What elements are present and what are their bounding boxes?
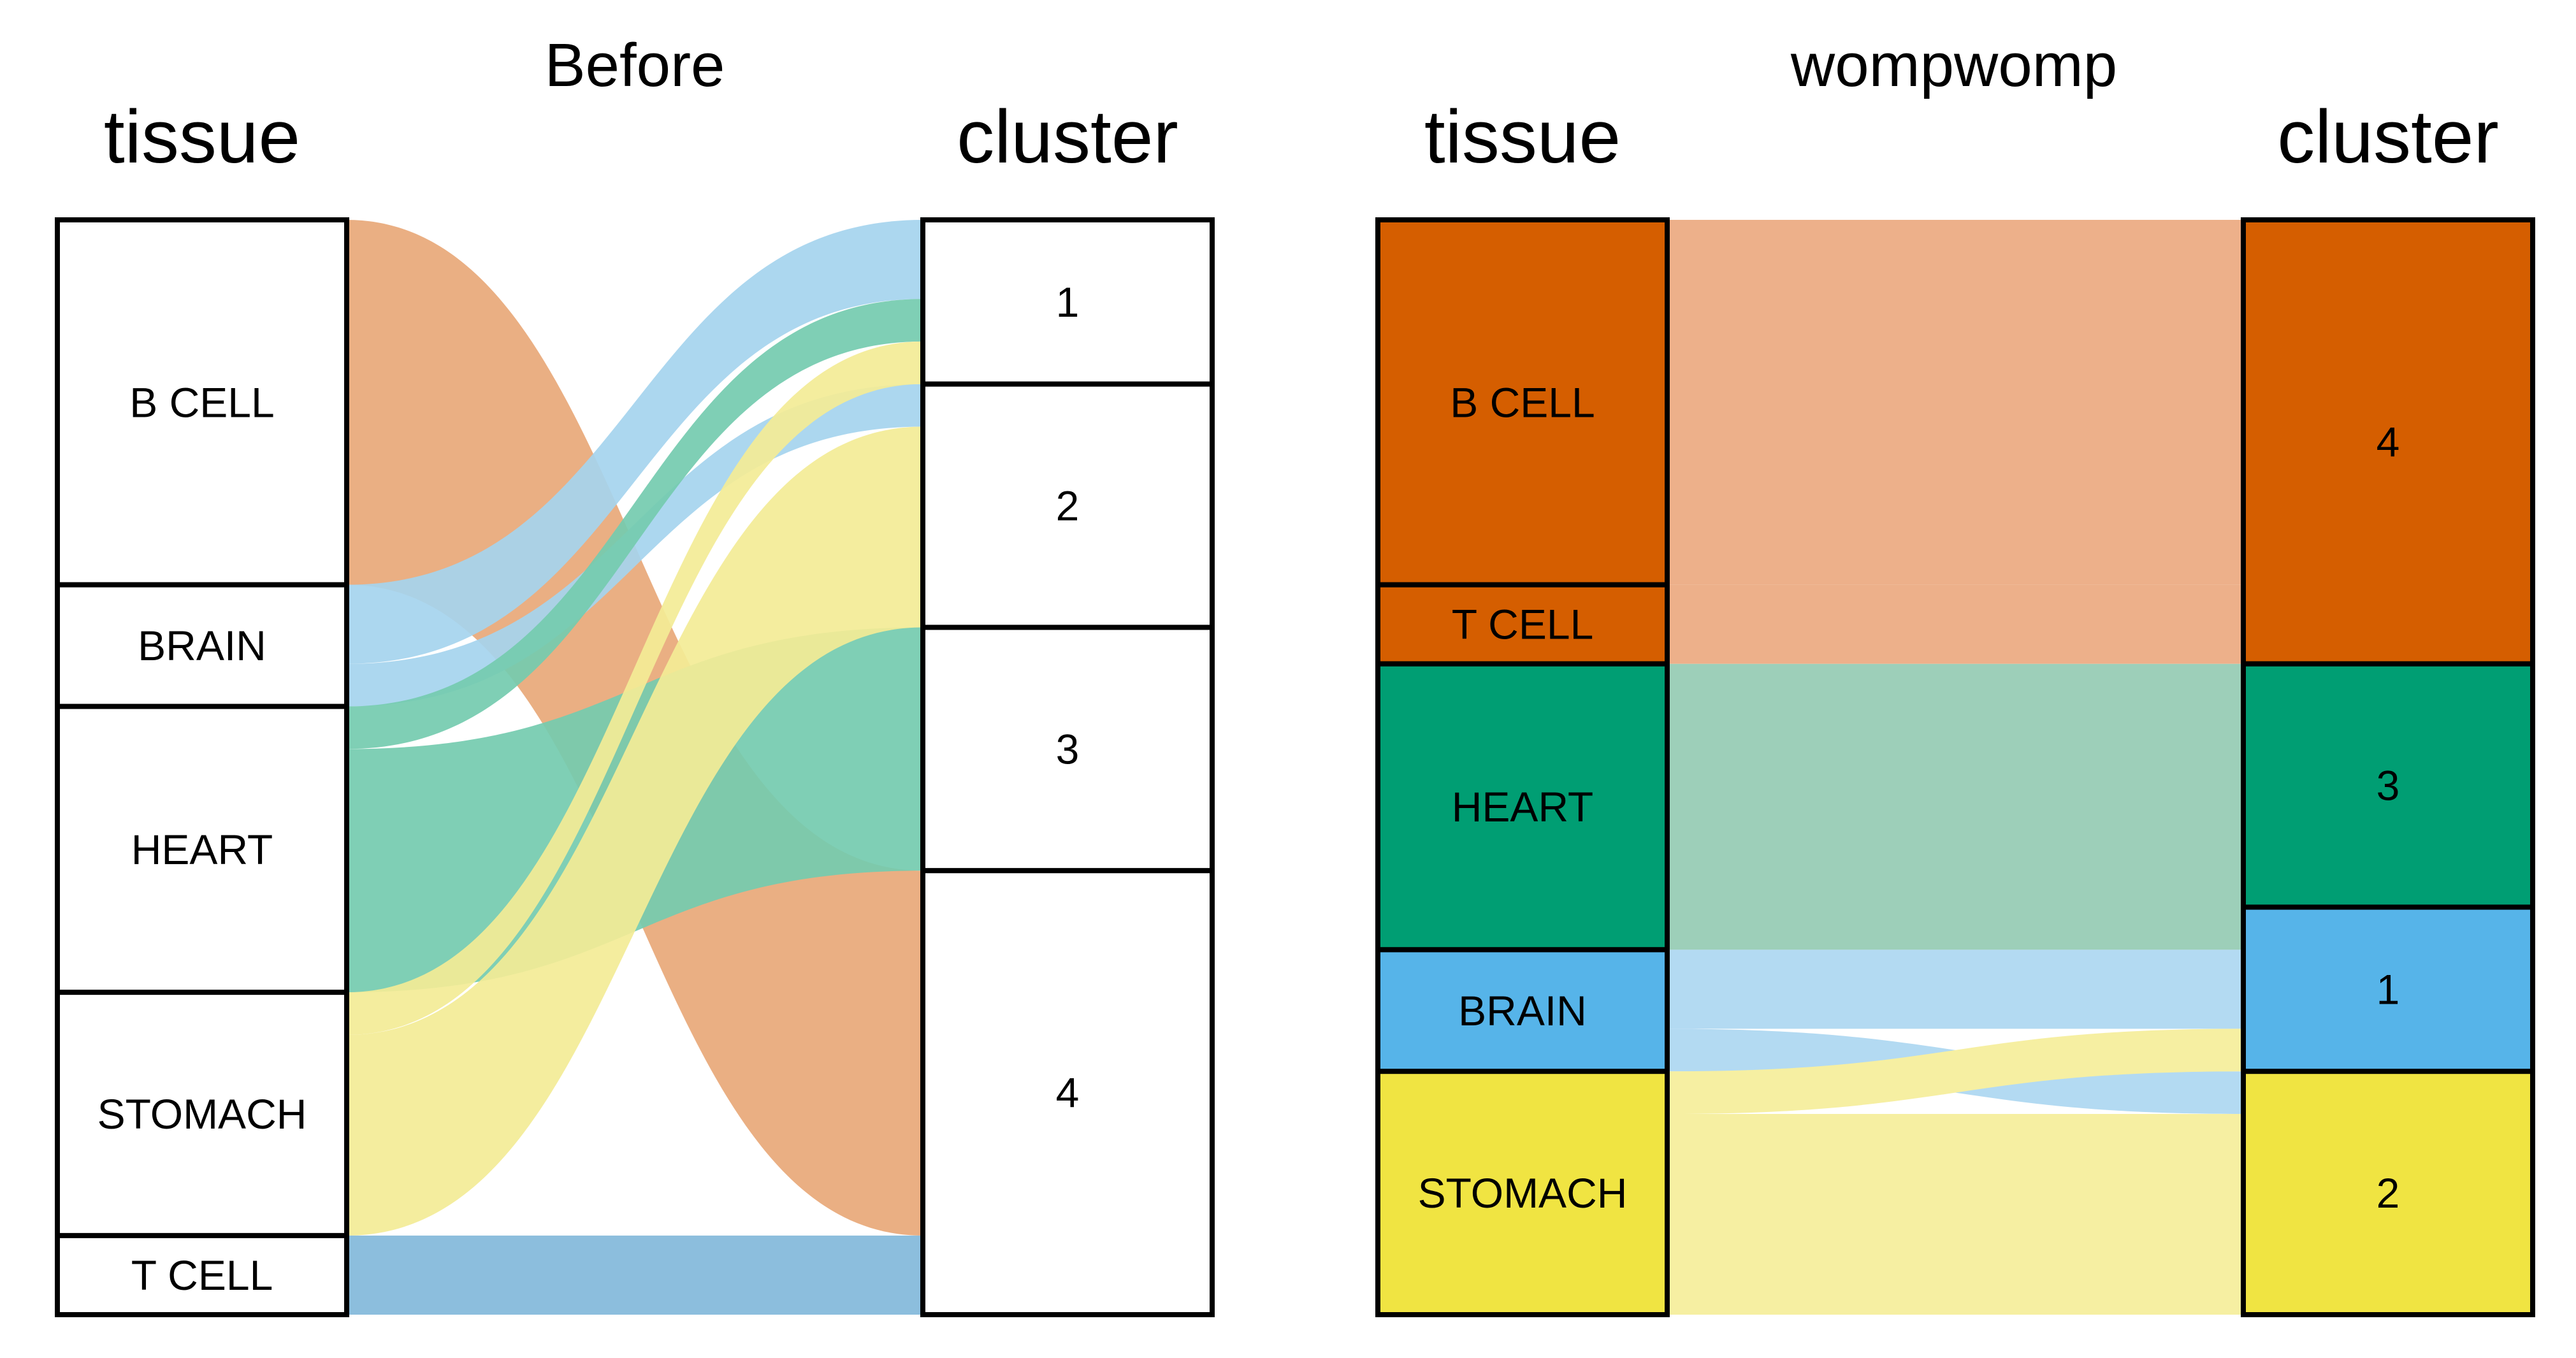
left-node-stomach (1375, 1069, 1670, 1317)
panel-title: wompwomp (1790, 31, 2117, 99)
sankey-panel-before: B CELL BRAIN HEART STOMACH T CELL 1 2 3 4 Before t… (55, 31, 1215, 1318)
left-axis-label: tissue (104, 95, 300, 179)
right-node-1 (920, 217, 1215, 387)
right-node-2 (2241, 1069, 2535, 1317)
left-node-t-cell (55, 1232, 349, 1318)
right-node-4 (920, 868, 1215, 1318)
right-node-3 (2241, 661, 2535, 910)
left-node-t-cell (1375, 582, 1670, 667)
left-node-heart (1375, 661, 1670, 953)
right-node-4 (2241, 217, 2535, 667)
right-node-label-4: 4 (2377, 418, 2400, 465)
left-nodes: B CELL BRAIN HEART STOMACH T CELL (55, 217, 349, 1318)
right-node-3 (920, 625, 1215, 874)
flow-stomach-to-2 (1667, 1114, 2243, 1315)
right-node-1 (2241, 904, 2535, 1074)
right-axis-label: cluster (2277, 95, 2499, 179)
right-node-label-2: 2 (2377, 1169, 2400, 1217)
right-node-label-1: 1 (2377, 965, 2400, 1013)
flow-t-cell-to-4 (1667, 584, 2243, 664)
flow-heart-to-1 (347, 299, 923, 749)
flow-brain-to-1 (1667, 950, 2243, 1029)
left-node-label-stomach: STOMACH (1418, 1169, 1628, 1217)
left-node-label-brain: BRAIN (138, 622, 266, 669)
left-node-label-brain: BRAIN (1458, 987, 1587, 1034)
right-node-label-4: 4 (1056, 1069, 1080, 1116)
left-node-label-heart: HEART (1452, 783, 1594, 830)
left-node-label-t-cell: T CELL (1452, 601, 1594, 648)
right-axis-label: cluster (957, 95, 1178, 179)
right-node-2 (920, 381, 1215, 630)
right-nodes: 4 3 1 2 (2241, 217, 2535, 1317)
left-node-heart (55, 704, 349, 995)
flow-b-cell-to-4 (1667, 220, 2243, 585)
right-node-label-2: 2 (1056, 482, 1080, 530)
flow-t-cell-to-4 (347, 1235, 923, 1315)
left-node-label-t-cell: T CELL (131, 1252, 273, 1299)
left-node-b-cell (55, 217, 349, 588)
flow-stomach-to-1 (1667, 1029, 2243, 1115)
left-node-stomach (55, 990, 349, 1238)
left-nodes: B CELL T CELL HEART BRAIN STOMACH (1375, 217, 1670, 1317)
flow-heart-to-3 (1667, 663, 2243, 907)
right-node-label-3: 3 (1056, 725, 1080, 772)
panel-title: Before (545, 31, 725, 99)
flow-stomach-to-1 (347, 341, 923, 1035)
left-axis-label: tissue (1424, 95, 1621, 179)
right-node-label-1: 1 (1056, 278, 1080, 326)
flows (1667, 220, 2243, 1315)
left-node-b-cell (1375, 217, 1670, 588)
sankey-panel-wompwomp: B CELL T CELL HEART BRAIN STOMACH 4 3 1 2 wompwom… (1375, 31, 2535, 1317)
left-node-label-stomach: STOMACH (98, 1090, 307, 1138)
flow-stomach-to-2 (347, 426, 923, 1236)
flows (347, 220, 923, 1315)
flow-brain-to-1 (347, 220, 923, 664)
left-node-label-b-cell: B CELL (129, 379, 274, 426)
right-nodes: 1 2 3 4 (920, 217, 1215, 1318)
left-node-label-b-cell: B CELL (1450, 379, 1595, 426)
left-node-label-heart: HEART (131, 826, 273, 873)
right-node-label-3: 3 (2377, 762, 2400, 809)
flow-heart-to-1 (1667, 907, 2243, 950)
